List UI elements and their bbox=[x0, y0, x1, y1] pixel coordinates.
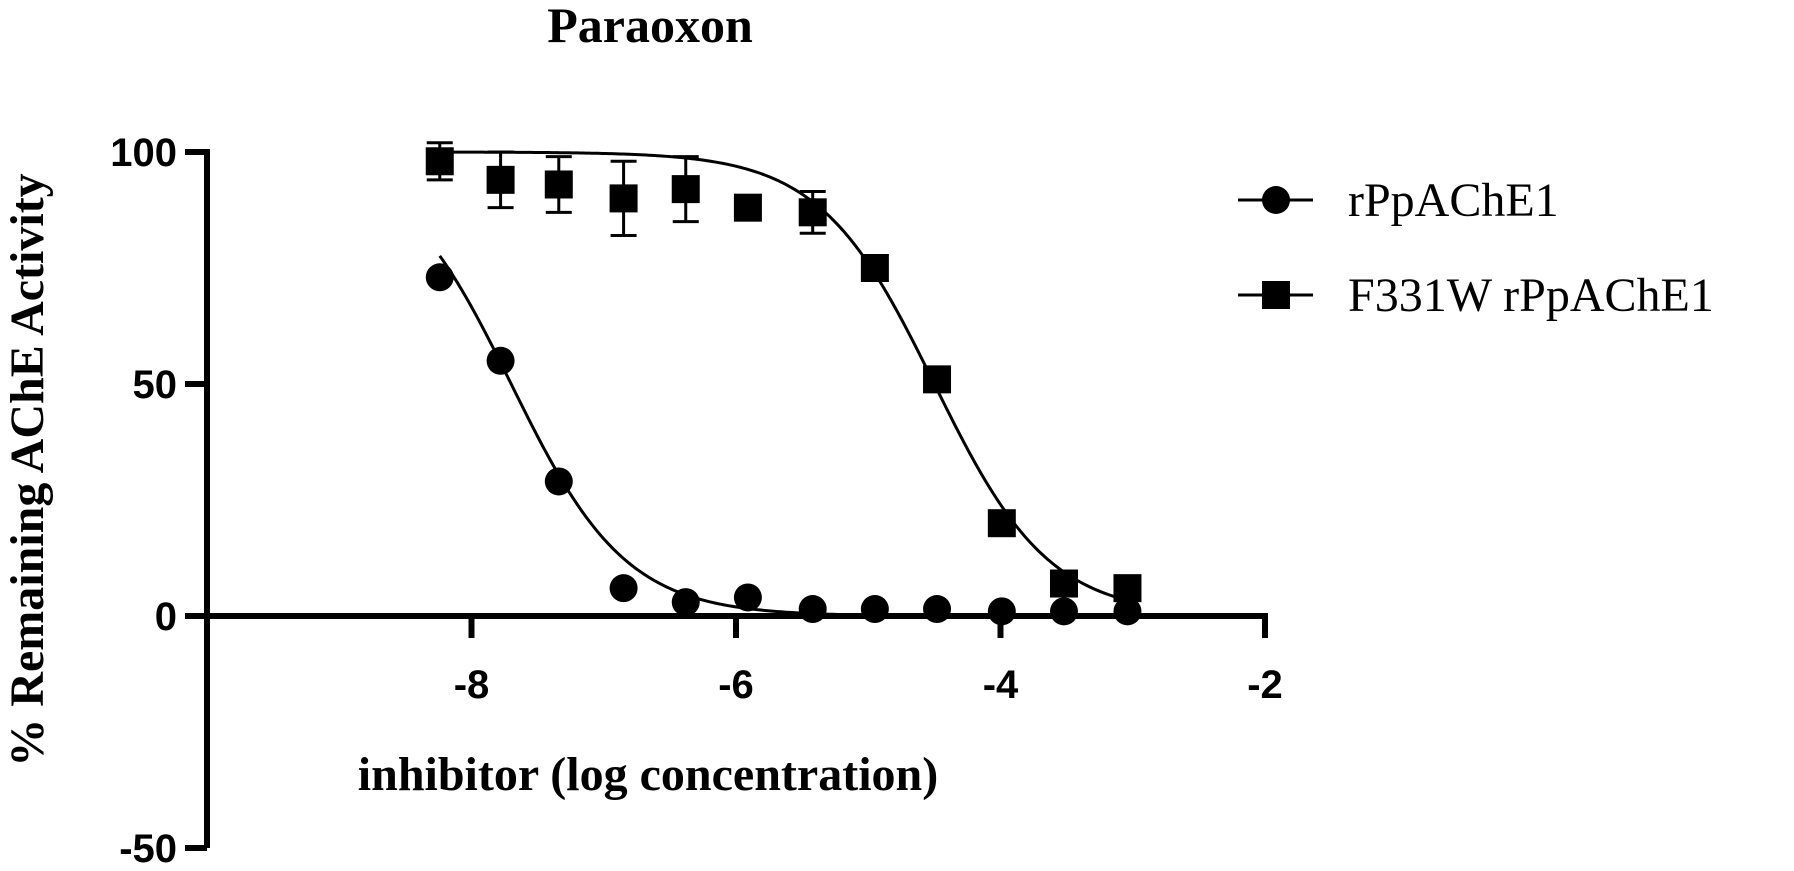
square-point-1-3 bbox=[609, 184, 638, 213]
legend: rPpAChE1 F331W rPpAChE1 bbox=[1238, 174, 1714, 322]
circle-point-0-9 bbox=[987, 597, 1016, 626]
legend-label-0: rPpAChE1 bbox=[1348, 174, 1559, 227]
fit-curves bbox=[438, 150, 1128, 618]
circle-point-0-8 bbox=[923, 595, 952, 624]
circle-point-0-1 bbox=[486, 346, 515, 375]
circle-point-0-4 bbox=[671, 588, 700, 617]
square-point-1-11 bbox=[1113, 574, 1142, 603]
x-tick-label-1: -6 bbox=[718, 663, 754, 707]
square-point-1-2 bbox=[544, 170, 573, 199]
axes: -50 0 50 100 -8 -6 -4 -2 bbox=[110, 131, 1283, 871]
square-point-1-1 bbox=[486, 165, 515, 194]
circle-point-0-11 bbox=[1113, 597, 1142, 626]
legend-marker-1 bbox=[1262, 281, 1290, 309]
fit-curve-1 bbox=[439, 150, 1128, 602]
square-point-1-10 bbox=[1049, 569, 1078, 598]
square-point-1-9 bbox=[987, 509, 1016, 538]
x-tick-label-0: -8 bbox=[454, 663, 490, 707]
legend-marker-0 bbox=[1262, 186, 1290, 214]
fit-curve-0 bbox=[438, 254, 1128, 618]
circle-point-0-6 bbox=[798, 595, 827, 624]
y-tick-label-2: 50 bbox=[133, 363, 178, 407]
square-point-1-4 bbox=[671, 175, 700, 204]
x-tick-label-3: -2 bbox=[1247, 663, 1283, 707]
circle-point-0-0 bbox=[425, 263, 454, 292]
legend-label-1: F331W rPpAChE1 bbox=[1348, 269, 1714, 322]
data-points bbox=[425, 141, 1142, 626]
y-tick-label-0: -50 bbox=[119, 827, 177, 871]
circle-point-0-5 bbox=[733, 583, 762, 612]
y-tick-label-1: 0 bbox=[155, 595, 177, 639]
circle-point-0-2 bbox=[544, 467, 573, 496]
x-tick-label-2: -4 bbox=[983, 663, 1019, 707]
x-axis-label: inhibitor (log concentration) bbox=[358, 748, 938, 801]
circle-point-0-3 bbox=[609, 574, 638, 603]
y-tick-label-3: 100 bbox=[110, 131, 177, 175]
chart-title: Paraoxon bbox=[547, 0, 753, 53]
square-point-1-8 bbox=[923, 365, 952, 394]
y-axis-label: % Remaining AChE Activity bbox=[1, 173, 54, 766]
square-point-1-5 bbox=[733, 193, 762, 222]
square-point-1-7 bbox=[860, 254, 889, 282]
square-point-1-6 bbox=[798, 198, 827, 227]
square-point-1-0 bbox=[425, 147, 454, 176]
circle-point-0-10 bbox=[1049, 597, 1078, 626]
circle-point-0-7 bbox=[860, 595, 889, 624]
